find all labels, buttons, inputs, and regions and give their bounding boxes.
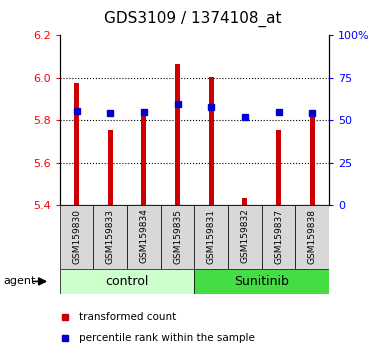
Text: percentile rank within the sample: percentile rank within the sample <box>79 333 254 343</box>
Bar <box>194 205 228 269</box>
Text: GSM159832: GSM159832 <box>241 209 249 263</box>
Text: GSM159830: GSM159830 <box>72 209 81 263</box>
Bar <box>141 113 146 205</box>
Bar <box>262 205 296 269</box>
Bar <box>60 205 93 269</box>
Text: GSM159833: GSM159833 <box>106 209 115 263</box>
Bar <box>127 205 161 269</box>
Bar <box>60 269 194 294</box>
Text: GSM159837: GSM159837 <box>274 209 283 263</box>
Bar <box>108 130 113 205</box>
Bar <box>194 269 329 294</box>
Bar <box>175 64 180 205</box>
Text: GSM159835: GSM159835 <box>173 209 182 263</box>
Text: control: control <box>105 275 149 288</box>
Bar <box>93 205 127 269</box>
Text: GDS3109 / 1374108_at: GDS3109 / 1374108_at <box>104 11 281 27</box>
Bar <box>209 77 214 205</box>
Text: agent: agent <box>4 276 36 286</box>
Bar <box>243 198 248 205</box>
Text: GSM159834: GSM159834 <box>139 209 148 263</box>
Bar <box>228 205 262 269</box>
Bar <box>74 83 79 205</box>
Text: GSM159838: GSM159838 <box>308 209 317 263</box>
Text: transformed count: transformed count <box>79 312 176 322</box>
Bar <box>296 205 329 269</box>
Text: GSM159831: GSM159831 <box>207 209 216 263</box>
Bar <box>276 130 281 205</box>
Bar <box>161 205 194 269</box>
Bar <box>310 117 315 205</box>
Text: Sunitinib: Sunitinib <box>234 275 289 288</box>
